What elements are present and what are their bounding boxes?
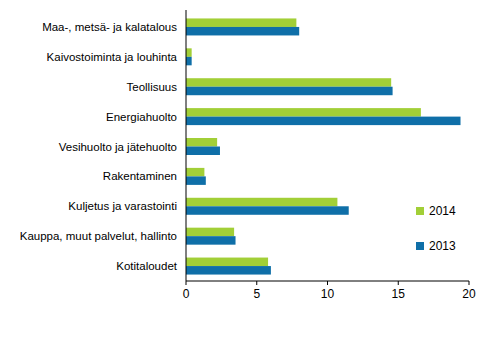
legend-swatch [416, 207, 424, 215]
tick-label: 15 [392, 287, 406, 301]
tick [469, 281, 470, 285]
chart: Maa-, metsä- ja kalatalous Kaivostoiminta… [0, 0, 491, 340]
bar [186, 27, 299, 35]
tick [186, 281, 187, 285]
tick-label: 10 [321, 287, 335, 301]
tick [327, 281, 328, 285]
tick [398, 281, 399, 285]
bar [186, 266, 271, 275]
legend-swatch [416, 242, 424, 250]
bar [186, 87, 393, 96]
bar [186, 48, 192, 57]
category-label: Kotitaloudet [116, 260, 178, 272]
tick-label: 5 [253, 287, 260, 301]
bar [186, 138, 217, 147]
bar [186, 117, 461, 126]
tick-label: 20 [462, 287, 476, 301]
category-label: Maa-, metsä- ja kalatalous [42, 21, 177, 33]
category-label: Kauppa, muut palvelut, hallinto [20, 230, 177, 242]
y-axis [186, 10, 187, 281]
bar [186, 206, 349, 215]
bar [186, 228, 234, 237]
bar [186, 108, 421, 117]
bar [186, 168, 204, 177]
bar [186, 57, 192, 65]
category-label: Kuljetus ja varastointi [68, 200, 177, 212]
legend-label: 2014 [429, 204, 456, 218]
bar [186, 147, 220, 156]
category-label: Rakentaminen [103, 170, 177, 182]
tick [256, 281, 257, 285]
category-label: Energiahuolto [106, 111, 177, 123]
bars [186, 18, 461, 274]
bar [186, 78, 391, 87]
bar [186, 258, 268, 267]
tick-label: 0 [183, 287, 190, 301]
category-label: Teollisuus [127, 81, 178, 93]
bar [186, 198, 337, 207]
category-label: Kaivostoiminta ja louhinta [47, 51, 178, 63]
bar [186, 18, 296, 27]
bar [186, 236, 236, 245]
category-label: Vesihuolto ja jätehuolto [59, 141, 177, 153]
bar [186, 176, 206, 185]
legend-label: 2013 [429, 239, 456, 253]
